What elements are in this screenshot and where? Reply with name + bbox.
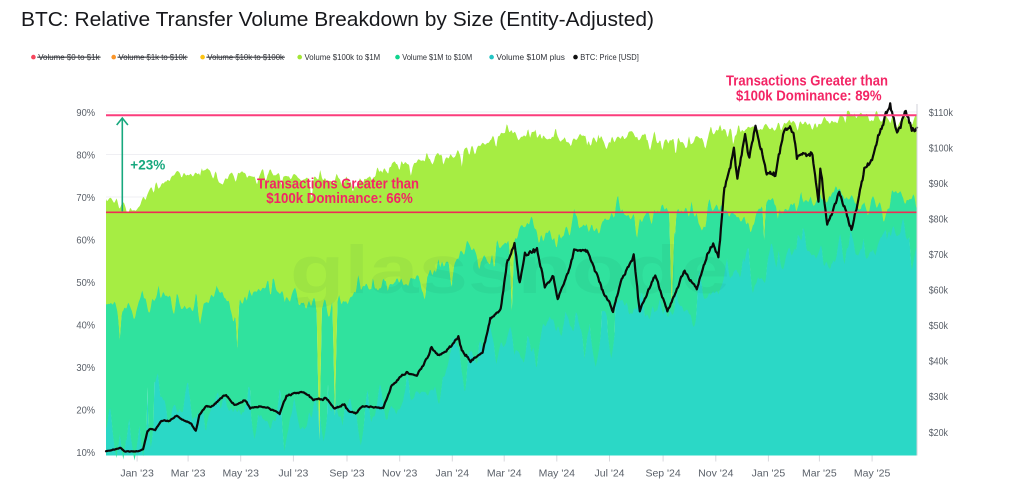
- svg-text:$20k: $20k: [929, 427, 949, 439]
- svg-text:Volume $100k to $1M: Volume $100k to $1M: [305, 52, 381, 62]
- svg-text:$100k: $100k: [929, 142, 954, 154]
- svg-text:Nov '24: Nov '24: [698, 467, 733, 479]
- svg-text:glassnode: glassnode: [290, 232, 730, 308]
- svg-text:50%: 50%: [76, 277, 95, 289]
- svg-text:$80k: $80k: [929, 214, 949, 226]
- svg-text:$110k: $110k: [929, 107, 954, 119]
- svg-text:Jan '23: Jan '23: [120, 467, 154, 479]
- svg-text:Nov '23: Nov '23: [382, 467, 417, 479]
- svg-text:Volume $10M plus: Volume $10M plus: [496, 52, 565, 62]
- svg-text:20%: 20%: [76, 404, 95, 416]
- svg-text:80%: 80%: [76, 149, 95, 161]
- svg-text:Mar '24: Mar '24: [487, 467, 522, 479]
- svg-text:Volume $1M to $10M: Volume $1M to $10M: [402, 52, 472, 62]
- svg-text:BTC: Relative Transfer Volume: BTC: Relative Transfer Volume Breakdown …: [21, 9, 654, 31]
- svg-text:10%: 10%: [76, 447, 95, 459]
- svg-text:$100k Dominance: 66%: $100k Dominance: 66%: [266, 191, 413, 207]
- svg-text:$100k Dominance: 89%: $100k Dominance: 89%: [736, 88, 882, 104]
- svg-text:Sep '24: Sep '24: [645, 467, 680, 479]
- svg-text:Mar '23: Mar '23: [171, 467, 206, 479]
- svg-text:Mar '25: Mar '25: [802, 467, 837, 479]
- svg-text:$90k: $90k: [929, 178, 949, 190]
- svg-text:60%: 60%: [76, 234, 95, 246]
- svg-text:Jul '24: Jul '24: [594, 467, 624, 479]
- svg-text:40%: 40%: [76, 319, 95, 331]
- svg-text:Sep '23: Sep '23: [329, 467, 364, 479]
- svg-text:$50k: $50k: [929, 320, 949, 332]
- svg-text:$30k: $30k: [929, 391, 949, 403]
- svg-text:$70k: $70k: [929, 249, 949, 261]
- svg-text:Jan '25: Jan '25: [752, 467, 786, 479]
- svg-text:70%: 70%: [76, 192, 95, 204]
- svg-text:BTC: Price [USD]: BTC: Price [USD]: [580, 52, 639, 62]
- svg-text:+23%: +23%: [130, 157, 166, 173]
- svg-text:Jan '24: Jan '24: [436, 467, 470, 479]
- svg-text:Transactions Greater than: Transactions Greater than: [257, 177, 419, 193]
- svg-text:Transactions Greater than: Transactions Greater than: [726, 73, 888, 89]
- svg-text:May '24: May '24: [539, 467, 576, 479]
- svg-text:30%: 30%: [76, 362, 95, 374]
- svg-text:May '25: May '25: [854, 467, 891, 479]
- svg-text:Jul '23: Jul '23: [278, 467, 308, 479]
- svg-text:$60k: $60k: [929, 285, 949, 297]
- svg-text:$40k: $40k: [929, 356, 949, 368]
- svg-text:May '23: May '23: [222, 467, 259, 479]
- svg-text:90%: 90%: [76, 107, 95, 119]
